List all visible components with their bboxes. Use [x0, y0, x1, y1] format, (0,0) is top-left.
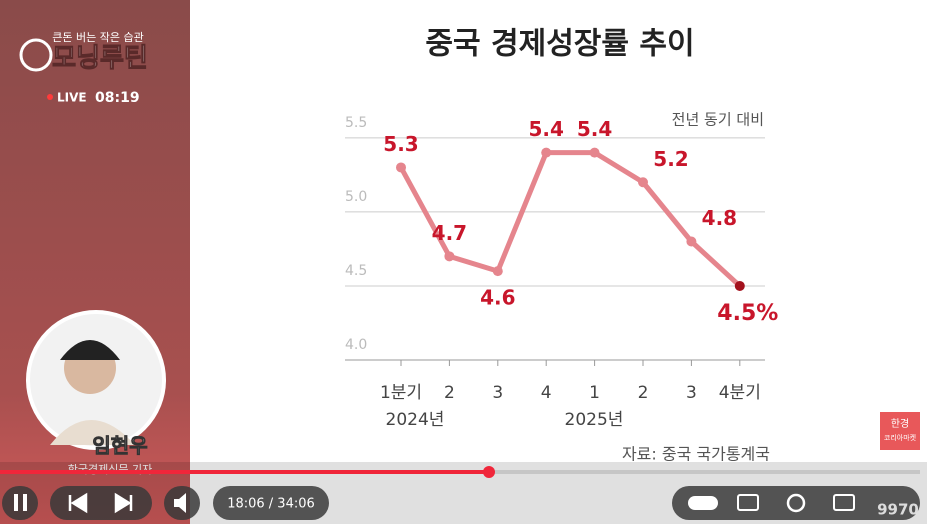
progress-played: [0, 470, 489, 474]
x-tick-label: 1분기: [380, 383, 422, 403]
point: [686, 236, 697, 247]
data-label: 4.8: [702, 206, 737, 230]
previous-icon: [68, 492, 88, 514]
clock-time: 08:19: [95, 90, 140, 106]
x-tick-label: 2: [638, 383, 649, 403]
data-label: 4.5%: [717, 301, 778, 326]
clock-icon: [19, 38, 53, 72]
pause-icon: [14, 494, 18, 511]
line: [398, 150, 742, 288]
point: [492, 266, 503, 277]
data-label: 5.4: [528, 117, 563, 141]
chart-subtitle: 전년 동기 대비: [672, 111, 764, 129]
pause-icon: [23, 494, 27, 511]
speaker-hair: [60, 340, 120, 360]
chart-source: 자료: 중국 국가통계국: [622, 445, 770, 464]
x-tick-label: 3: [686, 383, 697, 403]
data-label: 5.4: [577, 117, 612, 141]
live-label: LIVE: [57, 91, 87, 105]
data-label: 4.6: [480, 286, 515, 310]
time-pill: [213, 486, 329, 520]
y-tick-label: 5.0: [345, 189, 367, 205]
volume-icon: [174, 493, 186, 513]
y-tick-label: 4.5: [345, 263, 367, 279]
live-dot: [47, 94, 53, 100]
skip-buttons[interactable]: [50, 486, 152, 520]
channel-logo: 모닝루틴: [52, 44, 148, 74]
subtitles-icon[interactable]: [737, 494, 759, 511]
badge-text: 코리아마켓: [884, 433, 917, 442]
group-label: 2025년: [565, 410, 624, 430]
point: [589, 147, 600, 158]
x-tick-label: 3: [492, 383, 503, 403]
point: [444, 251, 455, 262]
speaker-body: [50, 420, 135, 445]
x-tick-label: 4분기: [719, 383, 761, 403]
progress-handle[interactable]: [483, 466, 495, 478]
badge-text: 한경: [891, 417, 909, 430]
x-tick-label: 1: [589, 383, 600, 403]
point: [396, 162, 406, 173]
play-pause-button[interactable]: [2, 486, 38, 520]
data-label: 5.2: [653, 147, 688, 171]
point: [638, 177, 648, 188]
y-tick-label: 4.0: [345, 337, 367, 353]
next-icon: [114, 492, 133, 514]
channel-badge: [880, 412, 920, 450]
settings-pill[interactable]: [672, 486, 920, 520]
data-label: 4.7: [432, 221, 467, 245]
x-tick-label: 2: [444, 383, 455, 403]
time-display: 18:06 / 34:06: [227, 497, 315, 512]
point: [734, 280, 745, 291]
data-label: 5.3: [383, 132, 418, 156]
watermark: 9970: [877, 501, 919, 519]
plot: 4.0 4.5 5.0 5.5 1분기 2 3 4 1 2 3 4분기 5.3 4.7 4.6 5.4 5.4 5…: [345, 115, 778, 403]
y-tick-label: 5.5: [345, 115, 367, 131]
x-tick-label: 4: [541, 383, 552, 403]
tagline: 큰돈 버는 작은 습관: [52, 31, 143, 44]
settings-icon[interactable]: [786, 493, 806, 513]
autoplay-toggle[interactable]: [688, 496, 718, 510]
chart-title: 중국 경제성장률 추이: [425, 27, 694, 62]
theater-icon[interactable]: [833, 494, 855, 511]
point: [541, 147, 552, 158]
speaker-name: 임현우: [92, 434, 147, 458]
group-label: 2024년: [386, 410, 445, 430]
